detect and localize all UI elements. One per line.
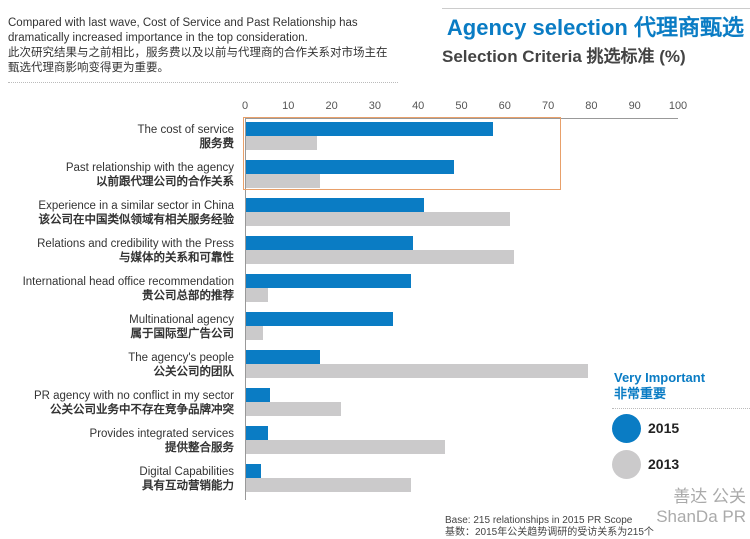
category-label-en: Provides integrated services — [89, 428, 234, 440]
category-label-cn: 服务费 — [199, 138, 235, 150]
category-label-cn: 以前跟代理公司的合作关系 — [96, 176, 234, 188]
note: Compared with last wave, Cost of Service… — [8, 16, 398, 76]
x-tick-label: 0 — [241, 100, 249, 112]
category-label-cn: 具有互动营销能力 — [142, 480, 234, 492]
bar-2013 — [246, 136, 318, 150]
bar-2013 — [246, 326, 264, 340]
base-note: Base: 215 relationships in 2015 PR Scope… — [445, 515, 654, 539]
base-en: Base: 215 relationships in 2015 PR Scope — [445, 515, 633, 526]
category-label: Relations and credibility with the Press… — [37, 237, 234, 265]
y-axis — [245, 118, 246, 500]
bar-2013 — [246, 364, 589, 378]
watermark-en: ShanDa PR — [656, 507, 746, 526]
highlight-box — [243, 117, 561, 190]
bar-2013 — [246, 440, 446, 454]
note-en: Compared with last wave, Cost of Service… — [8, 17, 358, 44]
bar-2015 — [246, 388, 270, 402]
bar-2015 — [246, 160, 454, 174]
divider — [442, 8, 750, 9]
x-tick-label: 100 — [668, 100, 688, 112]
category-label: Multinational agency 属于国际型广告公司 — [129, 313, 234, 341]
bar-2015 — [246, 464, 262, 478]
bar-2013 — [246, 288, 268, 302]
x-tick-label: 70 — [541, 100, 555, 112]
category-label: The cost of service 服务费 — [137, 123, 234, 151]
category-label: PR agency with no conflict in my sector 公… — [34, 389, 234, 417]
legend-label-2015: 2015 — [648, 420, 680, 436]
category-label-en: Multinational agency — [129, 314, 234, 326]
category-label-en: PR agency with no conflict in my sector — [33, 390, 234, 402]
category-label: International head office recommendation… — [23, 275, 234, 303]
legend-label-2013: 2013 — [648, 456, 680, 472]
category-label: Digital Capabilities 具有互动营销能力 — [139, 465, 234, 493]
category-label-en: Relations and credibility with the Press — [37, 238, 234, 250]
legend-swatch-2013 — [612, 450, 641, 479]
bar-2015 — [246, 426, 268, 440]
category-label-cn: 贵公司总部的推荐 — [142, 290, 234, 302]
bar-2015 — [246, 236, 413, 250]
category-label-en: Digital Capabilities — [139, 466, 234, 478]
x-tick-label: 50 — [455, 100, 468, 112]
category-label-en: International head office recommendation — [22, 276, 234, 288]
category-label-en: The agency's people — [128, 352, 234, 364]
category-label-cn: 与媒体的关系和可靠性 — [119, 252, 234, 264]
category-label-en: The cost of service — [137, 124, 234, 136]
page-title: Agency selection 代理商甄选 — [446, 15, 744, 40]
bar-2013 — [246, 174, 320, 188]
bar-2015 — [246, 198, 424, 212]
bar-2015 — [246, 122, 493, 136]
legend-title: Very Important 非常重要 — [614, 370, 705, 402]
x-tick-label: 20 — [325, 100, 338, 112]
category-label-cn: 提供整合服务 — [165, 442, 234, 454]
legend-title-cn: 非常重要 — [614, 386, 667, 401]
bar-2013 — [246, 212, 511, 226]
bar-2015 — [246, 312, 394, 326]
x-tick-label: 30 — [368, 100, 382, 112]
category-label: Provides integrated services 提供整合服务 — [90, 427, 234, 455]
legend-swatch-2015 — [612, 414, 641, 443]
note-cn: 此次研究结果与之前相比，服务费以及以前与代理商的合作关系对市场主在甄选代理商影响… — [8, 47, 388, 74]
base-cn: 基数：2015年公关趋势调研的受访关系为215个 — [445, 527, 654, 538]
divider — [612, 408, 750, 409]
category-label-en: Past relationship with the agency — [65, 162, 234, 174]
x-tick-label: 40 — [412, 100, 425, 112]
watermark: 善达 公关 ShanDa PR — [656, 487, 746, 527]
bar-2013 — [246, 478, 411, 492]
chart-subtitle: Selection Criteria 挑选标准 (%) — [442, 47, 686, 66]
x-tick-label: 80 — [585, 100, 598, 112]
x-axis — [245, 118, 678, 119]
legend-title-en: Very Important — [614, 370, 706, 385]
category-label-cn: 公关公司的团队 — [153, 366, 235, 378]
x-tick-label: 60 — [498, 100, 511, 112]
x-tick-label: 10 — [282, 100, 295, 112]
category-label: The agency's people 公关公司的团队 — [128, 351, 234, 379]
category-label: Past relationship with the agency 以前跟代理公司… — [66, 161, 234, 189]
category-label-cn: 该公司在中国类似领域有相关服务经验 — [38, 214, 235, 226]
watermark-cn: 善达 公关 — [673, 487, 746, 506]
category-label-en: Experience in a similar sector in China — [38, 200, 234, 212]
bar-2013 — [246, 402, 342, 416]
bar-2015 — [246, 350, 320, 364]
bar-2013 — [246, 250, 515, 264]
x-tick-label: 90 — [628, 100, 641, 112]
divider — [8, 82, 398, 83]
category-label: Experience in a similar sector in China 该… — [38, 199, 234, 227]
category-label-cn: 公关公司业务中不存在竞争品牌冲突 — [50, 404, 234, 416]
bar-2015 — [246, 274, 411, 288]
category-label-cn: 属于国际型广告公司 — [130, 328, 235, 340]
